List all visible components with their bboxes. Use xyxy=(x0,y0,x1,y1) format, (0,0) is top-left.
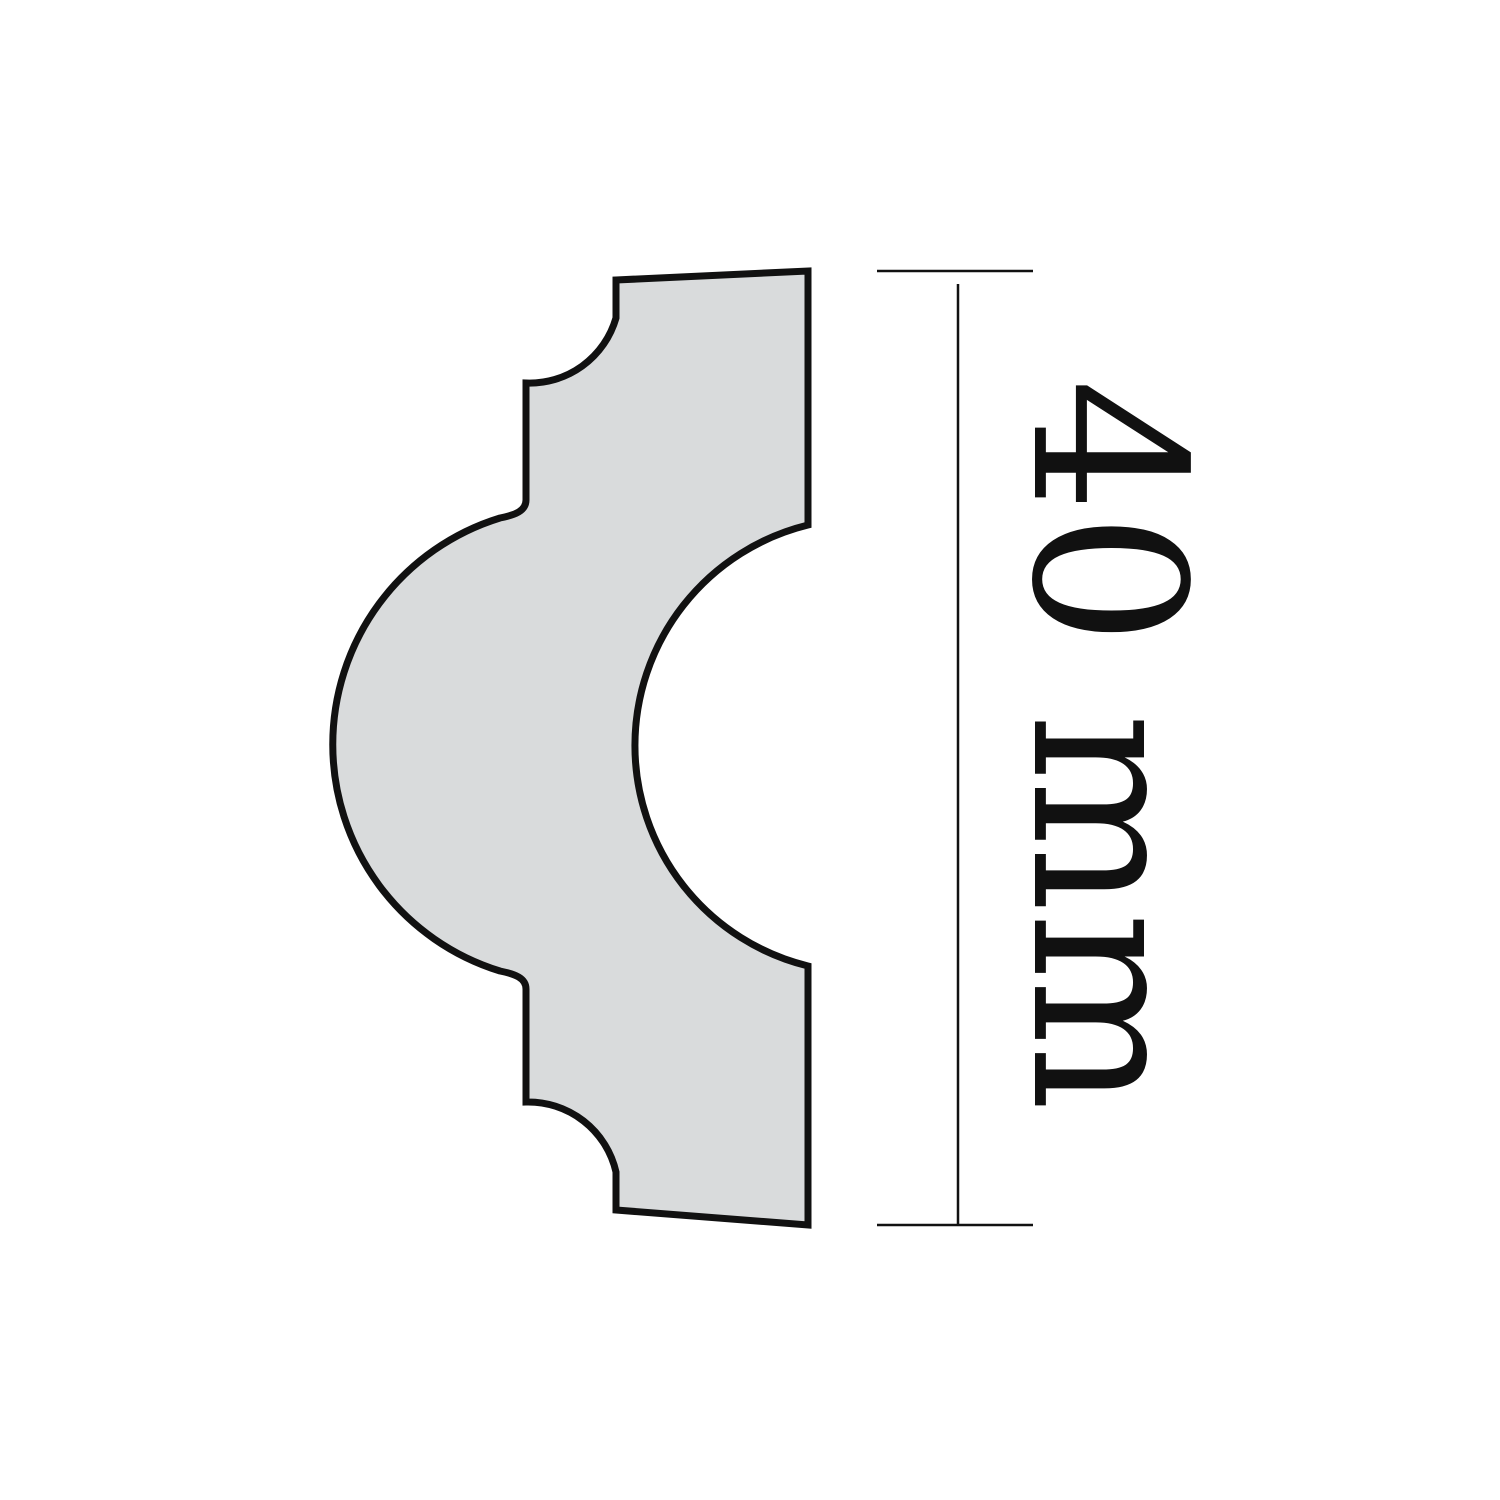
dimension-label: 40 mm xyxy=(985,379,1230,1111)
molding-cross-section xyxy=(329,267,812,1229)
